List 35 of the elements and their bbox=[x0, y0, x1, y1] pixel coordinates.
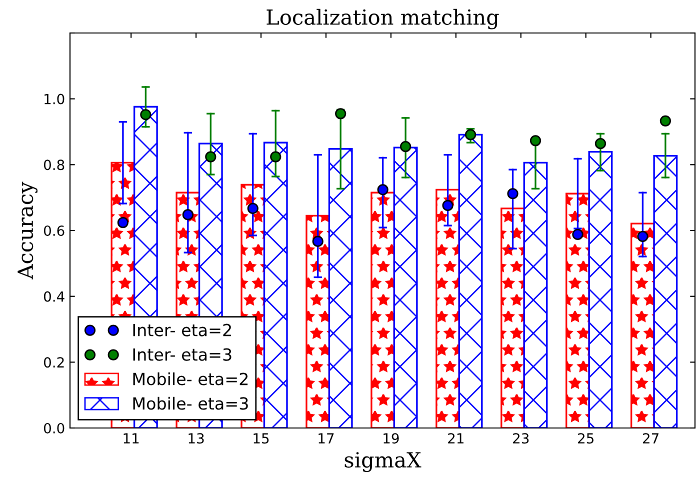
bar bbox=[630, 222, 655, 428]
x-tick-label: 13 bbox=[188, 433, 204, 444]
x-tick-label: 11 bbox=[124, 433, 139, 444]
y-tick-label: 0.8 bbox=[44, 160, 64, 170]
bar bbox=[328, 148, 353, 428]
bar bbox=[458, 134, 483, 428]
bar bbox=[306, 214, 330, 428]
bar bbox=[436, 188, 460, 428]
legend-label: Inter- eta=3 bbox=[133, 348, 232, 361]
x-tick-label: 23 bbox=[513, 433, 529, 444]
x-tick-label: 19 bbox=[384, 433, 399, 444]
x-tick-label: 27 bbox=[643, 433, 658, 444]
y-tick-label: 1.0 bbox=[44, 94, 64, 104]
bar bbox=[500, 208, 525, 428]
y-tick-label: 0.4 bbox=[44, 291, 64, 302]
chart-title: Localization matching bbox=[266, 8, 499, 30]
bar bbox=[263, 142, 288, 428]
x-tick-label: 15 bbox=[254, 433, 269, 444]
y-tick-label: 0.2 bbox=[44, 357, 64, 368]
bar bbox=[523, 162, 548, 428]
x-tick-label: 25 bbox=[578, 433, 594, 444]
legend-label: Mobile- eta=2 bbox=[133, 372, 248, 386]
legend-label: Inter- eta=2 bbox=[133, 324, 231, 336]
bar bbox=[653, 154, 678, 428]
y-tick-label: 0.0 bbox=[44, 422, 64, 434]
y-axis-title: Accuracy bbox=[18, 182, 38, 280]
legend-label: Mobile- eta=3 bbox=[133, 396, 248, 410]
bar bbox=[370, 192, 396, 428]
bar bbox=[588, 150, 613, 428]
bar bbox=[566, 192, 590, 428]
bar bbox=[393, 146, 418, 428]
x-tick-label: 21 bbox=[448, 433, 464, 444]
x-tick-label: 17 bbox=[318, 433, 334, 444]
x-axis-title: sigmaX bbox=[344, 452, 422, 472]
y-tick-label: 0.6 bbox=[44, 225, 64, 236]
